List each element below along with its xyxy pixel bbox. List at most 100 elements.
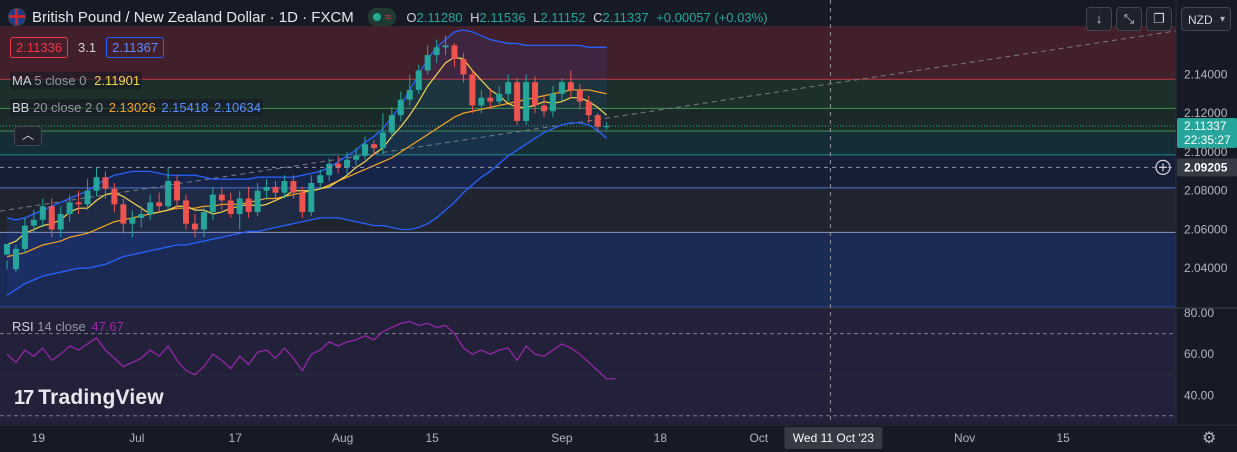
candle-35 (317, 169, 324, 189)
candle-33 (299, 186, 306, 218)
add-alert-plus-icon (1155, 159, 1171, 175)
price-tick-3: 2.08000 (1184, 184, 1228, 198)
candle-body (12, 248, 19, 270)
price-tick-0: 2.14000 (1184, 67, 1228, 81)
sell-button[interactable]: 2.11336 (10, 37, 69, 58)
rsi-background (0, 309, 1176, 424)
candle-19 (174, 175, 181, 211)
candle-body (370, 144, 377, 149)
rsi-line (6, 320, 616, 380)
settings-gear-icon[interactable]: ⚙ (1202, 430, 1217, 447)
indicator-lines (0, 29, 1177, 296)
close-value: 2.11337 (602, 9, 649, 25)
rsi-legend[interactable]: RSI 14 close 47.67 (10, 318, 126, 335)
rsi-tick-0: 80.00 (1184, 306, 1214, 320)
candle-67 (603, 122, 610, 130)
candle-body (84, 190, 91, 205)
candle-body (326, 163, 333, 176)
candle-body (39, 206, 46, 220)
candle-49 (442, 35, 449, 56)
price-zone-0 (0, 26, 1176, 80)
candle-51 (460, 53, 467, 83)
candle-60 (541, 95, 547, 118)
candle-2 (21, 217, 28, 253)
tradingview-logo[interactable]: 17 TradingView (14, 386, 164, 410)
candle-12 (111, 182, 118, 213)
data-delay-icon: ≈ (384, 10, 392, 24)
open-value: 2.11280 (416, 9, 463, 25)
candle-body (549, 93, 556, 112)
market-open-dot-icon (372, 13, 381, 21)
candle-44 (397, 91, 404, 121)
time-tick-3: Aug (332, 431, 353, 445)
candle-body (505, 82, 512, 94)
spread-value: 3.1 (78, 40, 97, 55)
market-status-pill[interactable]: ≈ (367, 8, 397, 26)
candle-39 (353, 148, 360, 166)
price-tick-5: 2.04000 (1184, 261, 1228, 275)
bb-label: BB (12, 100, 30, 115)
candle-22 (200, 206, 207, 238)
candle-64 (576, 84, 583, 110)
candle-26 (236, 190, 243, 230)
candle-42 (379, 113, 386, 154)
change-value: +0.00057 (+0.03%) (656, 9, 768, 25)
candle-body (379, 132, 386, 149)
candle-31 (281, 175, 288, 199)
rsi-label: RSI (12, 319, 34, 334)
candle-body (469, 74, 476, 106)
time-tick-0: 19 (32, 431, 46, 445)
candle-13 (120, 198, 127, 234)
buy-button[interactable]: 2.11367 (106, 37, 165, 58)
ohlc-values: O2.11280 H2.11536 L2.11152 C2.11337 +0.0… (406, 10, 767, 25)
candle-body (165, 181, 172, 207)
symbol-header: British Pound / New Zealand Dollar · 1D … (8, 8, 767, 26)
tradingview-logo-text: TradingView (38, 386, 164, 409)
symbol-title[interactable]: British Pound / New Zealand Dollar · 1D … (32, 8, 354, 26)
candle-body (218, 194, 225, 201)
candle-body (93, 177, 100, 191)
collapse-legend-button[interactable]: ︿ (14, 126, 42, 146)
time-tick-1: Jul (129, 431, 144, 445)
candle-body (523, 82, 530, 121)
candle-56 (505, 74, 512, 102)
candle-body (603, 125, 610, 128)
bollinger-fill (7, 29, 607, 296)
candle-body (147, 202, 154, 214)
restore-pane-icon[interactable]: ❐ (1146, 7, 1172, 31)
candle-14 (129, 210, 136, 238)
bb-params: 20 close 2 0 (32, 100, 104, 115)
bb-basis-value: 2.13026 (108, 100, 156, 115)
collapse-pane-icon[interactable]: ⤡ (1116, 7, 1142, 31)
candle-65 (585, 95, 592, 123)
candle-5 (48, 198, 55, 238)
trend-line (0, 30, 1177, 212)
candle-body (567, 82, 574, 90)
close-label: C (593, 9, 603, 25)
candle-1 (12, 244, 19, 273)
currency-select[interactable]: NZD (1181, 7, 1231, 32)
candle-body (415, 70, 422, 90)
scroll-down-icon[interactable]: ↓ (1086, 7, 1112, 31)
candle-body (344, 159, 351, 168)
candle-body (48, 206, 55, 230)
candle-23 (209, 186, 216, 220)
last-price-label-bg (1177, 118, 1237, 149)
candle-body (460, 58, 467, 75)
candle-17 (156, 192, 163, 213)
candle-body (227, 200, 234, 214)
candle-32 (290, 175, 297, 199)
candle-body (576, 89, 583, 102)
low-value: 2.11152 (540, 9, 586, 25)
price-tick-2: 2.10000 (1184, 145, 1228, 159)
rsi-value: 47.67 (91, 319, 124, 334)
candle-18 (165, 167, 172, 211)
time-tick-5: Sep (551, 431, 573, 445)
bb-legend[interactable]: BB 20 close 2 0 2.13026 2.15418 2.10634 (10, 99, 263, 116)
ma-legend[interactable]: MA 5 close 0 2.11901 (10, 72, 143, 89)
candle-body (200, 212, 207, 230)
ma5-line (6, 56, 608, 246)
candle-body (353, 155, 360, 160)
